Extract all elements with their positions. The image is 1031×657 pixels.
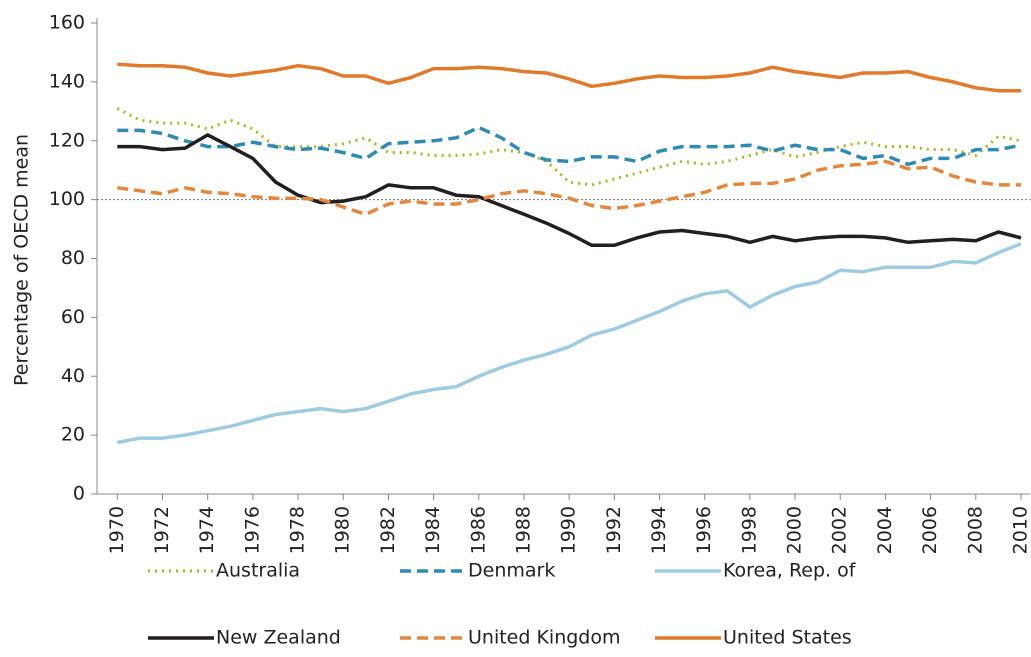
series-line bbox=[117, 159, 1021, 217]
x-tick-label: 1988 bbox=[512, 506, 534, 554]
y-tick-label: 140 bbox=[49, 70, 85, 92]
x-tick-label: 2000 bbox=[784, 506, 806, 554]
x-tick-label: 1990 bbox=[558, 506, 580, 554]
series-line bbox=[116, 242, 1022, 445]
series-line bbox=[117, 62, 1021, 93]
y-tick-label: 120 bbox=[49, 129, 85, 151]
y-tick-label: 40 bbox=[61, 365, 85, 387]
legend-label: New Zealand bbox=[216, 627, 341, 649]
x-tick-label: 1982 bbox=[377, 506, 399, 554]
x-tick-label: 1984 bbox=[422, 506, 444, 554]
legend-label: United Kingdom bbox=[468, 627, 621, 649]
y-tick-label: 80 bbox=[61, 247, 85, 269]
x-tick-label: 1970 bbox=[106, 506, 128, 554]
x-tick-label: 2006 bbox=[919, 506, 941, 554]
y-tick-label: 60 bbox=[61, 306, 85, 328]
legend-label: Korea, Rep. of bbox=[723, 560, 857, 582]
series-line bbox=[116, 107, 1022, 187]
x-tick-label: 1974 bbox=[196, 506, 218, 554]
x-tick-label: 1998 bbox=[738, 506, 760, 554]
series-line bbox=[117, 125, 1022, 167]
y-tick-label: 20 bbox=[61, 424, 85, 446]
y-tick-label: 160 bbox=[49, 12, 85, 34]
x-tick-label: 2008 bbox=[964, 506, 986, 554]
x-tick-label: 1976 bbox=[241, 506, 263, 554]
x-tick-label: 2004 bbox=[874, 506, 896, 554]
series-line bbox=[117, 133, 1022, 248]
y-axis-label: Percentage of OECD mean bbox=[11, 134, 33, 386]
x-tick-label: 1972 bbox=[151, 506, 173, 554]
x-tick-label: 1986 bbox=[467, 506, 489, 554]
y-tick-label: 100 bbox=[49, 188, 85, 210]
legend-label: Australia bbox=[216, 560, 300, 582]
x-tick-label: 1996 bbox=[693, 506, 715, 554]
y-tick-label: 0 bbox=[73, 483, 85, 505]
x-tick-label: 1994 bbox=[648, 506, 670, 554]
x-tick-label: 2002 bbox=[829, 506, 851, 554]
legend-label: United States bbox=[723, 627, 852, 649]
x-tick-label: 1992 bbox=[603, 506, 625, 554]
x-tick-label: 1980 bbox=[332, 506, 354, 554]
x-tick-label: 2010 bbox=[1009, 506, 1031, 554]
legend-label: Denmark bbox=[468, 560, 555, 582]
x-tick-label: 1978 bbox=[287, 506, 309, 554]
